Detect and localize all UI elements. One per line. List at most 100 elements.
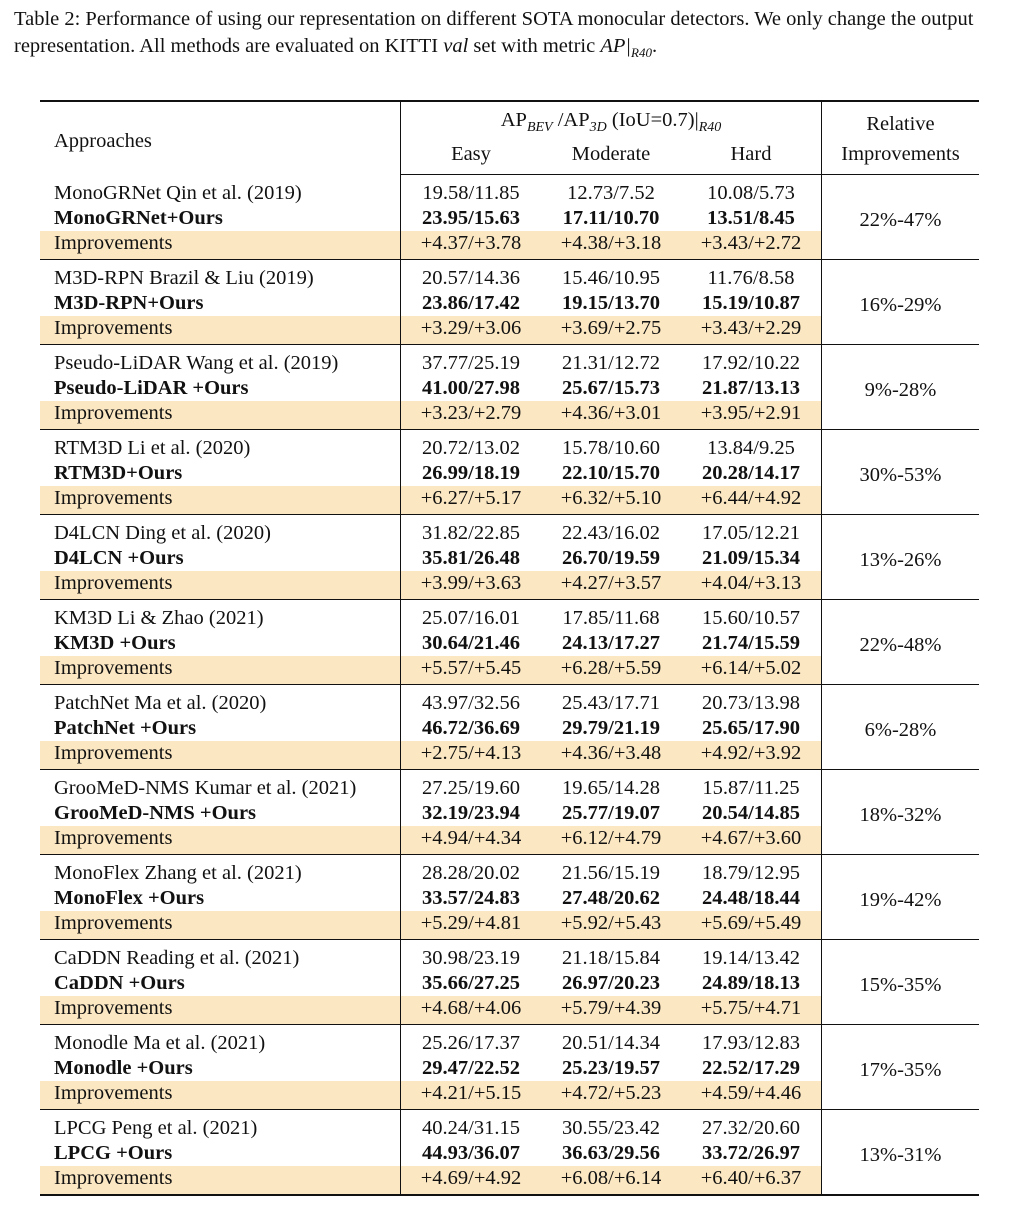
approach-cell: MonoFlex +Ours [54,887,205,910]
easy-cell: +4.21/+5.15 [400,1081,541,1110]
hard-cell: +6.44/+4.92 [681,486,822,515]
hard-cell: +5.75/+4.71 [681,996,822,1025]
baseline-row: KM3D Li & Zhao (2021) 25.07/16.01 17.85/11… [40,599,979,656]
approach-cell: Improvements [40,656,401,685]
approach-cell: Improvements [40,741,401,770]
hard-cell: +6.40/+6.37 [681,1166,822,1196]
improvements-row: Improvements +6.27/+5.17 +6.32/+5.10 +6.44/… [40,486,979,515]
hard-cell: 10.08/5.73 [681,174,822,207]
method-group: M3D-RPN Brazil & Liu (2019) 20.57/14.36 15… [40,259,979,345]
hard-cell: 25.65/17.90 [681,716,822,742]
baseline-row: LPCG Peng et al. (2021) 40.24/31.15 30.55/… [40,1109,979,1166]
moderate-cell: 36.63/29.56 [562,1142,660,1165]
easy-cell: 25.26/17.37 [400,1024,541,1057]
caption-metric: AP| [600,35,632,57]
approach-cell: Improvements [40,486,401,515]
moderate-cell: +4.72/+5.23 [541,1081,681,1110]
caption-val: val [443,35,469,57]
moderate-cell: +6.12/+4.79 [541,826,681,855]
relative-improvement-cell: 13%-26% [859,548,942,571]
moderate-cell: +6.28/+5.59 [541,656,681,685]
easy-cell: 32.19/23.94 [400,801,541,827]
approach-cell: MonoFlex Zhang et al. (2021) [54,862,302,885]
approach-cell: M3D-RPN+Ours [54,292,204,315]
hard-cell: 17.93/12.83 [681,1024,822,1057]
relative-improvement-cell: 9%-28% [864,378,937,401]
approach-cell: Monodle +Ours [54,1057,193,1080]
improvements-row: Improvements +5.57/+5.45 +6.28/+5.59 +6.14/… [40,656,979,685]
hard-cell: 21.87/13.13 [681,376,822,402]
approach-cell: Improvements [40,231,401,260]
ours-row: CaDDN +Ours 35.66/27.25 26.97/20.23 24.89/1… [40,971,979,997]
improvements-row: Improvements +4.68/+4.06 +5.79/+4.39 +5.75/… [40,996,979,1025]
ours-row: MonoGRNet+Ours 23.95/15.63 17.11/10.70 13.5… [40,206,979,232]
improvements-row: Improvements +5.29/+4.81 +5.92/+5.43 +5.69/… [40,911,979,940]
header-hard: Hard [681,140,822,176]
relative-improvement-cell: 22%-48% [859,633,942,656]
header-ap-metric: APBEV /AP3D (IoU=0.7)|R40 [400,101,822,141]
easy-cell: +3.29/+3.06 [400,316,541,345]
baseline-row: RTM3D Li et al. (2020) 20.72/13.02 15.78/1… [40,429,979,486]
approach-cell: D4LCN +Ours [54,547,184,570]
approach-cell: Pseudo-LiDAR +Ours [54,377,249,400]
hard-cell: 15.87/11.25 [681,769,822,802]
hard-cell: 20.54/14.85 [681,801,822,827]
hard-cell: +4.67/+3.60 [681,826,822,855]
moderate-cell: 22.43/16.02 [562,522,660,545]
method-group: PatchNet Ma et al. (2020) 43.97/32.56 25.4… [40,684,979,770]
approach-cell: LPCG Peng et al. (2021) [54,1117,258,1140]
hard-cell: 18.79/12.95 [681,854,822,887]
easy-cell: 30.64/21.46 [400,631,541,657]
hard-cell: 20.73/13.98 [681,684,822,717]
hard-cell: 19.14/13.42 [681,939,822,972]
improvements-row: Improvements +4.69/+4.92 +6.08/+6.14 +6.40/… [40,1166,979,1196]
relative-improvement-cell: 18%-32% [859,803,942,826]
baseline-row: M3D-RPN Brazil & Liu (2019) 20.57/14.36 15… [40,259,979,316]
baseline-row: GrooMeD-NMS Kumar et al. (2021) 27.25/19.… [40,769,979,826]
easy-cell: +5.57/+5.45 [400,656,541,685]
hard-cell: +6.14/+5.02 [681,656,822,685]
moderate-cell: 17.11/10.70 [562,207,660,230]
easy-cell: 20.57/14.36 [400,259,541,292]
results-table: Approaches APBEV /AP3D (IoU=0.7)|R40 Rel… [40,100,979,1196]
easy-cell: 26.99/18.19 [400,461,541,487]
approach-cell: CaDDN +Ours [54,972,185,995]
method-group: LPCG Peng et al. (2021) 40.24/31.15 30.55/… [40,1109,979,1196]
caption-end: . [652,35,658,57]
easy-cell: +4.94/+4.34 [400,826,541,855]
header-relative-2: Improvements [821,140,979,176]
hard-cell: 27.32/20.60 [681,1109,822,1142]
hard-cell: 13.84/9.25 [681,429,822,462]
moderate-cell: +4.36/+3.01 [541,401,681,430]
hard-cell: +3.43/+2.72 [681,231,822,260]
easy-cell: 29.47/22.52 [400,1056,541,1082]
approach-cell: Monodle Ma et al. (2021) [54,1032,266,1055]
improvements-row: Improvements +4.37/+3.78 +4.38/+3.18 +3.43/… [40,231,979,260]
moderate-cell: 30.55/23.42 [562,1117,660,1140]
hard-cell: +5.69/+5.49 [681,911,822,940]
easy-cell: 19.58/11.85 [400,174,541,207]
ours-row: LPCG +Ours 44.93/36.07 36.63/29.56 33.72/26… [40,1141,979,1167]
ours-row: RTM3D+Ours 26.99/18.19 22.10/15.70 20.28/14… [40,461,979,487]
moderate-cell: 21.56/15.19 [562,862,660,885]
hard-cell: +4.04/+3.13 [681,571,822,600]
improvements-row: Improvements +4.94/+4.34 +6.12/+4.79 +4.67/… [40,826,979,855]
ours-row: PatchNet +Ours 46.72/36.69 29.79/21.19 25.6… [40,716,979,742]
baseline-row: MonoGRNet Qin et al. (2019) 19.58/11.85 12… [40,174,979,231]
hard-cell: +4.59/+4.46 [681,1081,822,1110]
hard-cell: +3.43/+2.29 [681,316,822,345]
easy-cell: +3.23/+2.79 [400,401,541,430]
moderate-cell: 27.48/20.62 [562,887,660,910]
approach-cell: GrooMeD-NMS +Ours [54,802,257,825]
ours-row: Pseudo-LiDAR +Ours 41.00/27.98 25.67/15.73… [40,376,979,402]
moderate-cell: 15.78/10.60 [562,437,660,460]
hard-cell: 20.28/14.17 [681,461,822,487]
easy-cell: 23.86/17.42 [400,291,541,317]
approach-cell: RTM3D+Ours [54,462,183,485]
moderate-cell: +4.27/+3.57 [541,571,681,600]
easy-cell: 41.00/27.98 [400,376,541,402]
ours-row: M3D-RPN+Ours 23.86/17.42 19.15/13.70 15.19/… [40,291,979,317]
easy-cell: +5.29/+4.81 [400,911,541,940]
moderate-cell: 26.70/19.59 [562,547,660,570]
hard-cell: 17.92/10.22 [681,344,822,377]
